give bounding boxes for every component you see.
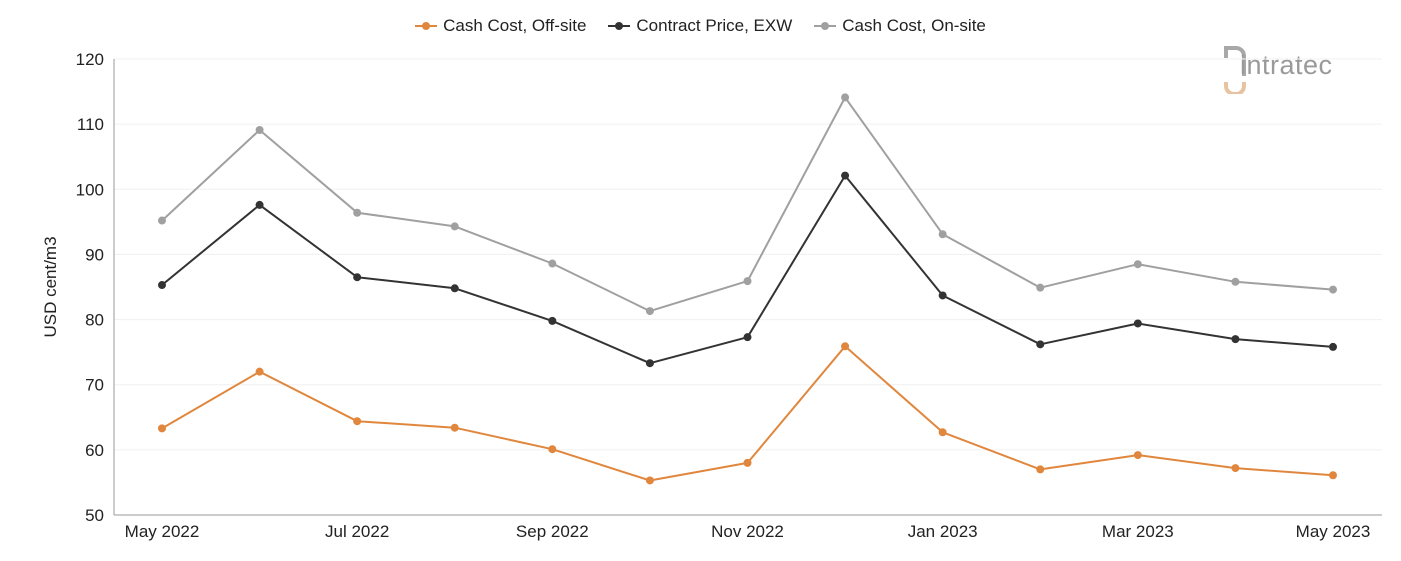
y-tick-label: 120 bbox=[76, 50, 104, 69]
data-point bbox=[841, 93, 850, 102]
data-point bbox=[1329, 285, 1337, 294]
y-tick-label: 80 bbox=[85, 311, 104, 330]
y-tick-label: 90 bbox=[85, 245, 104, 264]
x-tick-label: Mar 2023 bbox=[1102, 522, 1174, 541]
series-line bbox=[161, 345, 1334, 482]
legend-swatch-on-site bbox=[814, 19, 837, 33]
data-point bbox=[548, 316, 557, 325]
data-point bbox=[255, 126, 264, 135]
data-point bbox=[548, 445, 557, 454]
data-point bbox=[353, 273, 362, 282]
data-point bbox=[548, 259, 557, 268]
data-point bbox=[1231, 335, 1240, 344]
data-point bbox=[450, 284, 459, 293]
data-point bbox=[353, 208, 362, 217]
data-point bbox=[938, 291, 947, 300]
y-tick-label: 110 bbox=[77, 115, 104, 134]
logo-wordmark: intratec bbox=[1240, 50, 1333, 80]
legend-label: Contract Price, EXW bbox=[636, 16, 793, 35]
legend-item-contract-price-exw[interactable]: Contract Price, EXW bbox=[608, 16, 792, 36]
legend-item-cash-cost-on-site[interactable]: Cash Cost, On-site bbox=[814, 16, 986, 36]
series-line bbox=[161, 96, 1334, 313]
data-point bbox=[743, 277, 752, 286]
x-tick-label: Jul 2022 bbox=[325, 522, 389, 541]
x-tick-label: Sep 2022 bbox=[516, 522, 589, 541]
data-point bbox=[743, 458, 752, 467]
x-tick-label: May 2022 bbox=[125, 522, 200, 541]
data-point bbox=[841, 342, 850, 351]
data-point bbox=[1036, 283, 1045, 292]
data-point bbox=[1036, 465, 1045, 474]
data-point bbox=[645, 307, 654, 316]
x-tick-label: Nov 2022 bbox=[711, 522, 784, 541]
legend: Cash Cost, Off-site Contract Price, EXW … bbox=[0, 16, 1401, 36]
data-point bbox=[841, 171, 850, 180]
data-point bbox=[255, 367, 264, 376]
data-point bbox=[1231, 277, 1240, 286]
data-point bbox=[1329, 342, 1337, 351]
data-point bbox=[1036, 340, 1045, 349]
x-tick-label: Jan 2023 bbox=[908, 522, 978, 541]
data-point bbox=[645, 476, 654, 485]
data-point bbox=[938, 428, 947, 437]
x-tick-label: May 2023 bbox=[1296, 522, 1371, 541]
series-line bbox=[161, 174, 1334, 365]
data-point bbox=[938, 230, 947, 239]
data-point bbox=[1329, 471, 1337, 480]
data-point bbox=[450, 423, 459, 432]
data-point bbox=[1133, 451, 1142, 460]
data-point bbox=[645, 359, 654, 368]
y-tick-label: 70 bbox=[85, 376, 104, 395]
y-axis-label: USD cent/m3 bbox=[41, 236, 60, 337]
data-point bbox=[1231, 464, 1240, 473]
data-point bbox=[158, 216, 166, 225]
data-point bbox=[158, 281, 166, 290]
intratec-logo-icon bbox=[1224, 46, 1246, 94]
y-tick-label: 100 bbox=[76, 180, 104, 199]
y-tick-label: 50 bbox=[85, 506, 104, 525]
legend-item-cash-cost-off-site[interactable]: Cash Cost, Off-site bbox=[415, 16, 586, 36]
intratec-logo: intratec bbox=[1222, 42, 1372, 94]
data-point bbox=[743, 333, 752, 342]
data-point bbox=[353, 417, 362, 426]
data-point bbox=[255, 200, 264, 209]
legend-swatch-contract-price bbox=[608, 19, 631, 33]
data-point bbox=[158, 424, 166, 433]
data-point bbox=[1133, 260, 1142, 269]
data-point bbox=[450, 222, 459, 231]
data-point bbox=[1133, 319, 1142, 328]
legend-swatch-off-site bbox=[415, 19, 438, 33]
legend-label: Cash Cost, On-site bbox=[842, 16, 986, 35]
y-tick-label: 60 bbox=[85, 441, 104, 460]
legend-label: Cash Cost, Off-site bbox=[443, 16, 587, 35]
